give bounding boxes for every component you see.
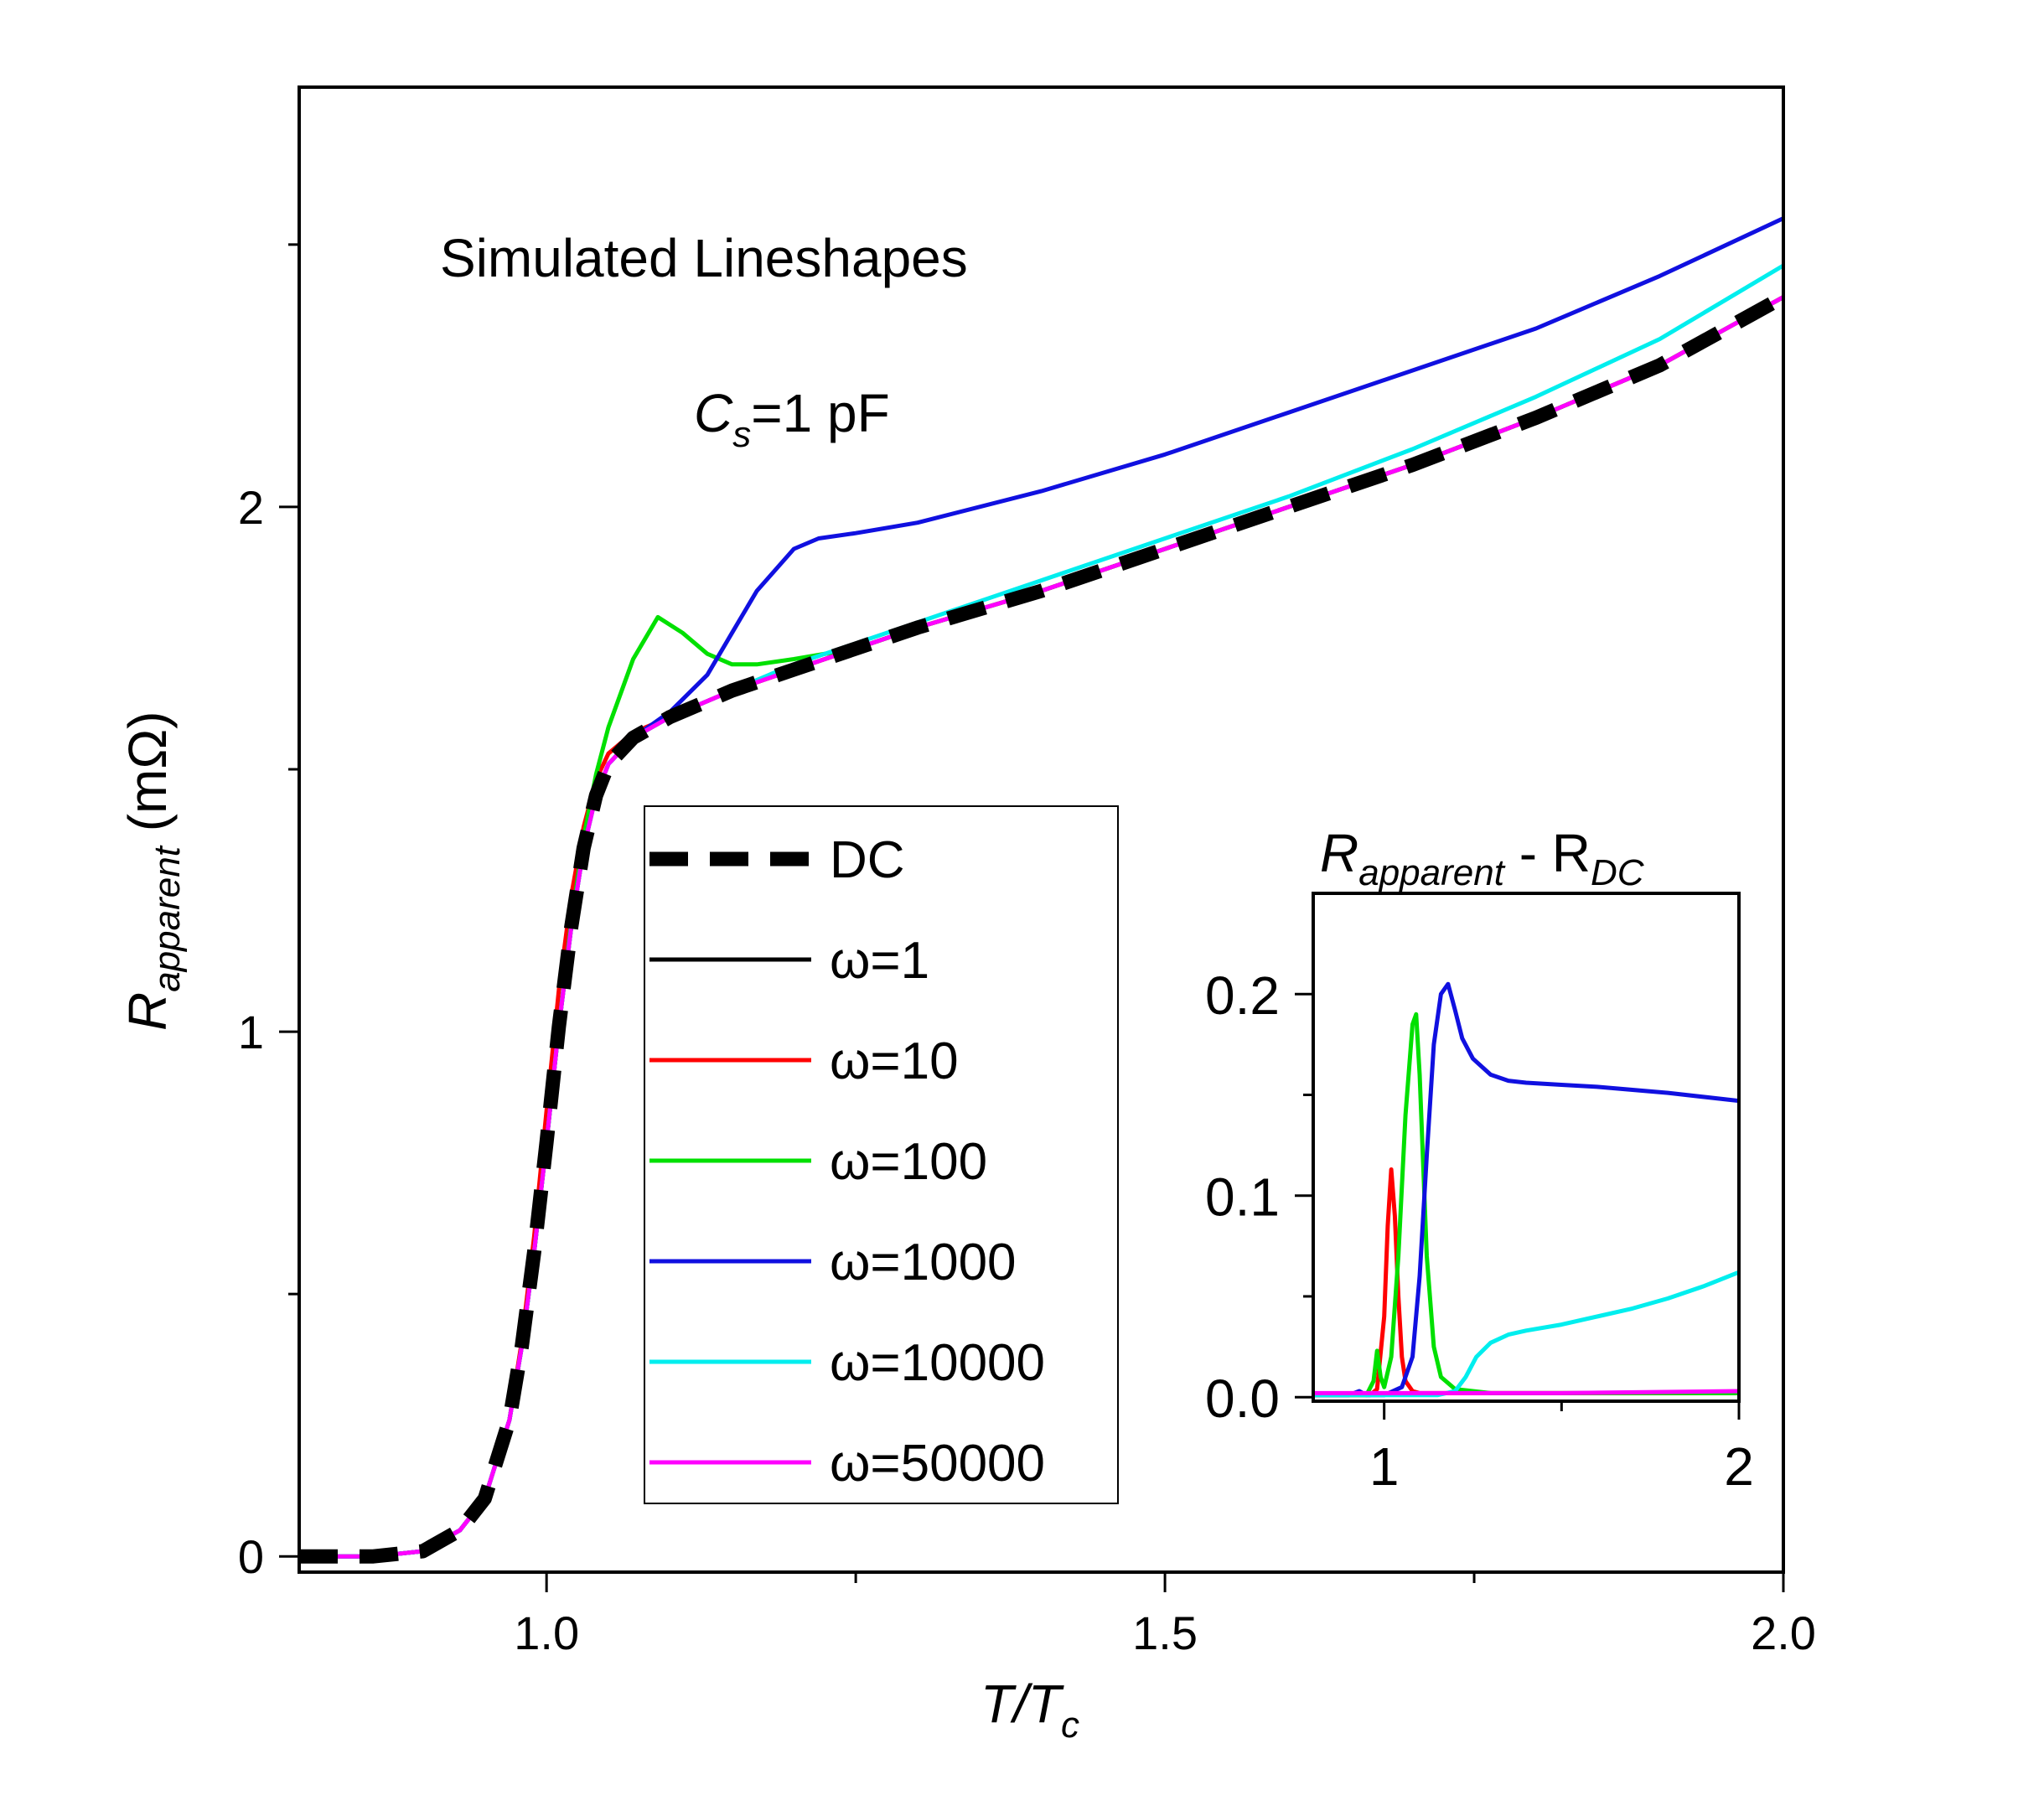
legend-label: ω=10 — [830, 1032, 959, 1090]
x-tick-label: 2.0 — [1751, 1606, 1816, 1659]
y-axis-label-unit: (mΩ) — [117, 711, 178, 847]
x-axis-label-sub: c — [1061, 1705, 1079, 1746]
legend: DC ω=1 ω=10 ω=100 ω=1000 ω=10000 ω=50000 — [644, 805, 1119, 1504]
y-axis-label-main: R — [117, 992, 178, 1031]
inset-series-line--10000 — [1313, 1270, 1739, 1398]
y-axis-label-sub: apparent — [147, 845, 188, 991]
chart-title: Simulated Lineshapes — [440, 228, 968, 288]
inset-series-line--1000 — [1313, 981, 1739, 1398]
capacitance-annotation-base: C — [694, 383, 733, 443]
inset-plot: Rapparent - RDC 1 2 0.0 0.1 0.2 — [1205, 823, 1754, 1497]
capacitance-annotation-sub: s — [732, 414, 751, 455]
main-plot-frame — [298, 85, 1785, 1574]
y-tick-label: 2 — [238, 481, 264, 534]
legend-item: ω=100 — [649, 1133, 987, 1191]
inset-x-tick-label: 1 — [1369, 1436, 1400, 1497]
inset-title-sub2: DC — [1591, 852, 1645, 893]
inset-series-line--50000 — [1313, 1389, 1739, 1395]
inset-title-sub1: apparent — [1358, 852, 1505, 893]
legend-label: ω=1 — [830, 932, 929, 990]
y-axis-label: Rapparent (mΩ) — [117, 711, 188, 1031]
y-tick-label: 0 — [238, 1530, 264, 1583]
x-tick-label: 1.5 — [1132, 1606, 1198, 1659]
inset-y-tick-label: 0.1 — [1205, 1167, 1280, 1228]
y-tick-label: 1 — [238, 1006, 264, 1058]
inset-plot-frame — [1312, 892, 1741, 1403]
inset-y-tick-label: 0.2 — [1205, 965, 1280, 1026]
legend-item: ω=50000 — [649, 1435, 1045, 1493]
legend-box — [644, 805, 1119, 1504]
inset-title: Rapparent - RDC — [1320, 823, 1645, 893]
inset-title-main: R — [1320, 823, 1358, 883]
inset-title-mid: - R — [1504, 823, 1591, 883]
legend-label: DC — [830, 831, 905, 889]
x-tick-label: 1.0 — [514, 1606, 579, 1659]
x-axis-label-main: T/T — [981, 1674, 1064, 1734]
legend-item: ω=10 — [649, 1032, 959, 1090]
legend-label: ω=50000 — [830, 1435, 1045, 1493]
inset-y-tick-label: 0.0 — [1205, 1368, 1280, 1429]
x-axis-label: T/Tc — [981, 1674, 1079, 1746]
legend-label: ω=10000 — [830, 1334, 1045, 1392]
legend-item: ω=1000 — [649, 1234, 1017, 1291]
inset-x-tick-label: 2 — [1724, 1436, 1754, 1497]
legend-label: ω=100 — [830, 1133, 987, 1191]
legend-item: ω=1 — [649, 932, 929, 990]
series-line-dc — [299, 291, 1783, 1564]
legend-item: ω=10000 — [649, 1334, 1045, 1392]
legend-item: DC — [649, 831, 905, 889]
main-plot: Simulated Lineshapes Cs=1 pF T/Tc Rappar… — [117, 85, 1816, 1746]
capacitance-annotation: Cs=1 pF — [694, 383, 890, 455]
inset-series-line--100 — [1313, 1011, 1739, 1398]
capacitance-annotation-value: =1 pF — [751, 383, 889, 443]
legend-label: ω=1000 — [830, 1234, 1017, 1291]
